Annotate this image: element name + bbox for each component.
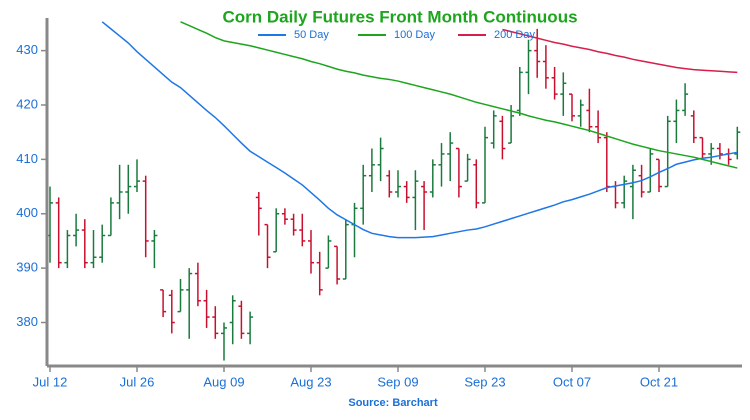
x-tick-label: Sep 23 — [464, 374, 505, 389]
x-tick-label: Jul 26 — [120, 374, 155, 389]
x-tick-label: Jul 12 — [33, 374, 68, 389]
x-tick-label: Sep 09 — [377, 374, 418, 389]
x-tick-label: Aug 23 — [290, 374, 331, 389]
y-tick-label: 420 — [16, 96, 38, 111]
legend-label: 200 Day — [494, 29, 535, 41]
y-tick-label: 410 — [16, 151, 38, 166]
y-tick-label: 430 — [16, 42, 38, 57]
x-tick-label: Oct 21 — [640, 374, 678, 389]
y-tick-label: 400 — [16, 205, 38, 220]
axes: 380 390 400 410 420 430 Jul 12 Jul 26 Aug 09 Aug … — [16, 42, 678, 389]
x-tick-label: Aug 09 — [203, 374, 244, 389]
ma-line — [502, 28, 738, 74]
y-tick-label: 390 — [16, 260, 38, 275]
ma-line — [180, 21, 738, 169]
legend-label: 50 Day — [294, 29, 329, 41]
plot-area — [47, 21, 741, 361]
chart-title: Corn Daily Futures Front Month Continuou… — [222, 7, 577, 26]
y-tick-label: 380 — [16, 314, 38, 329]
source: Source: Barchart — [348, 397, 438, 409]
ma-line — [101, 21, 738, 239]
legend-label: 100 Day — [394, 29, 435, 41]
x-tick-label: Oct 07 — [553, 374, 591, 389]
legend: 50 Day 100 Day 200 Day — [258, 29, 535, 41]
